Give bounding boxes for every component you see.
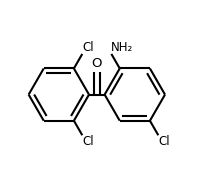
Text: Cl: Cl <box>82 41 94 54</box>
Text: Cl: Cl <box>158 135 170 148</box>
Text: Cl: Cl <box>82 135 94 148</box>
Text: NH₂: NH₂ <box>111 41 134 54</box>
Text: O: O <box>92 57 102 70</box>
